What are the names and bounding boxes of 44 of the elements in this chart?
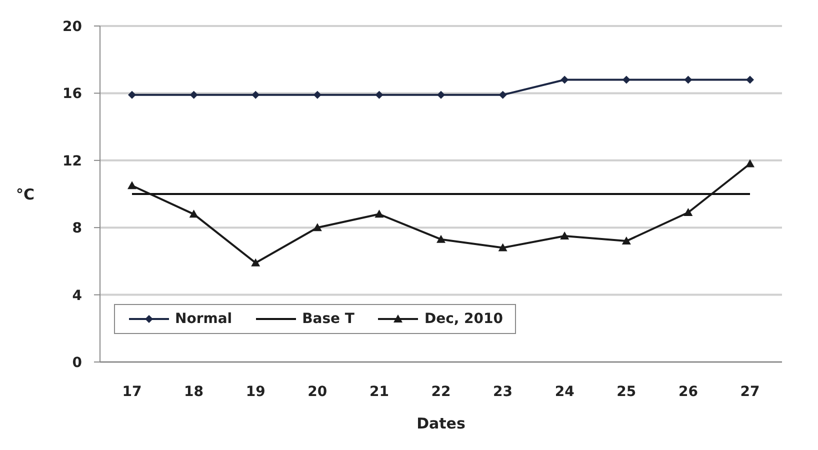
point <box>622 76 630 84</box>
point <box>190 90 198 99</box>
y-tick-label: 8 <box>72 220 82 237</box>
point <box>375 90 384 99</box>
legend-label: Base T <box>302 311 354 327</box>
x-tick-label: 22 <box>431 384 451 400</box>
point <box>560 76 569 84</box>
point <box>746 76 754 84</box>
x-tick-label: 25 <box>616 384 636 400</box>
x-tick-label: 23 <box>493 384 513 400</box>
y-tick-label: 4 <box>72 288 82 304</box>
point <box>560 232 570 240</box>
point <box>437 90 445 99</box>
x-tick-label: 20 <box>308 384 328 400</box>
point <box>313 90 322 99</box>
point <box>684 76 692 84</box>
y-tick-label: 12 <box>62 153 82 170</box>
y-tick-label: 16 <box>62 86 82 102</box>
x-tick-label: 26 <box>678 384 698 400</box>
y-tick-label: 20 <box>62 18 82 35</box>
legend-label: Normal <box>175 311 232 327</box>
point <box>622 236 631 245</box>
y-tick-label: 0 <box>72 354 82 371</box>
x-tick-label: 27 <box>740 384 760 400</box>
point <box>374 210 384 218</box>
point <box>684 208 693 216</box>
legend-label: Dec, 2010 <box>424 311 504 327</box>
x-tick-label: 18 <box>184 384 204 400</box>
point <box>251 258 260 266</box>
point <box>128 90 136 99</box>
point <box>128 181 136 190</box>
x-axis-title: Dates <box>416 414 466 433</box>
y-axis-title: °C <box>16 185 35 204</box>
point <box>312 223 322 232</box>
x-tick-label: 24 <box>554 384 575 400</box>
point <box>252 90 260 99</box>
x-tick-label: 17 <box>122 384 142 400</box>
point <box>498 243 508 252</box>
point <box>436 234 446 243</box>
point <box>746 159 754 168</box>
point <box>189 210 198 218</box>
x-tick-label: 21 <box>369 384 389 400</box>
x-tick-label: 19 <box>246 384 266 400</box>
point <box>498 90 507 99</box>
